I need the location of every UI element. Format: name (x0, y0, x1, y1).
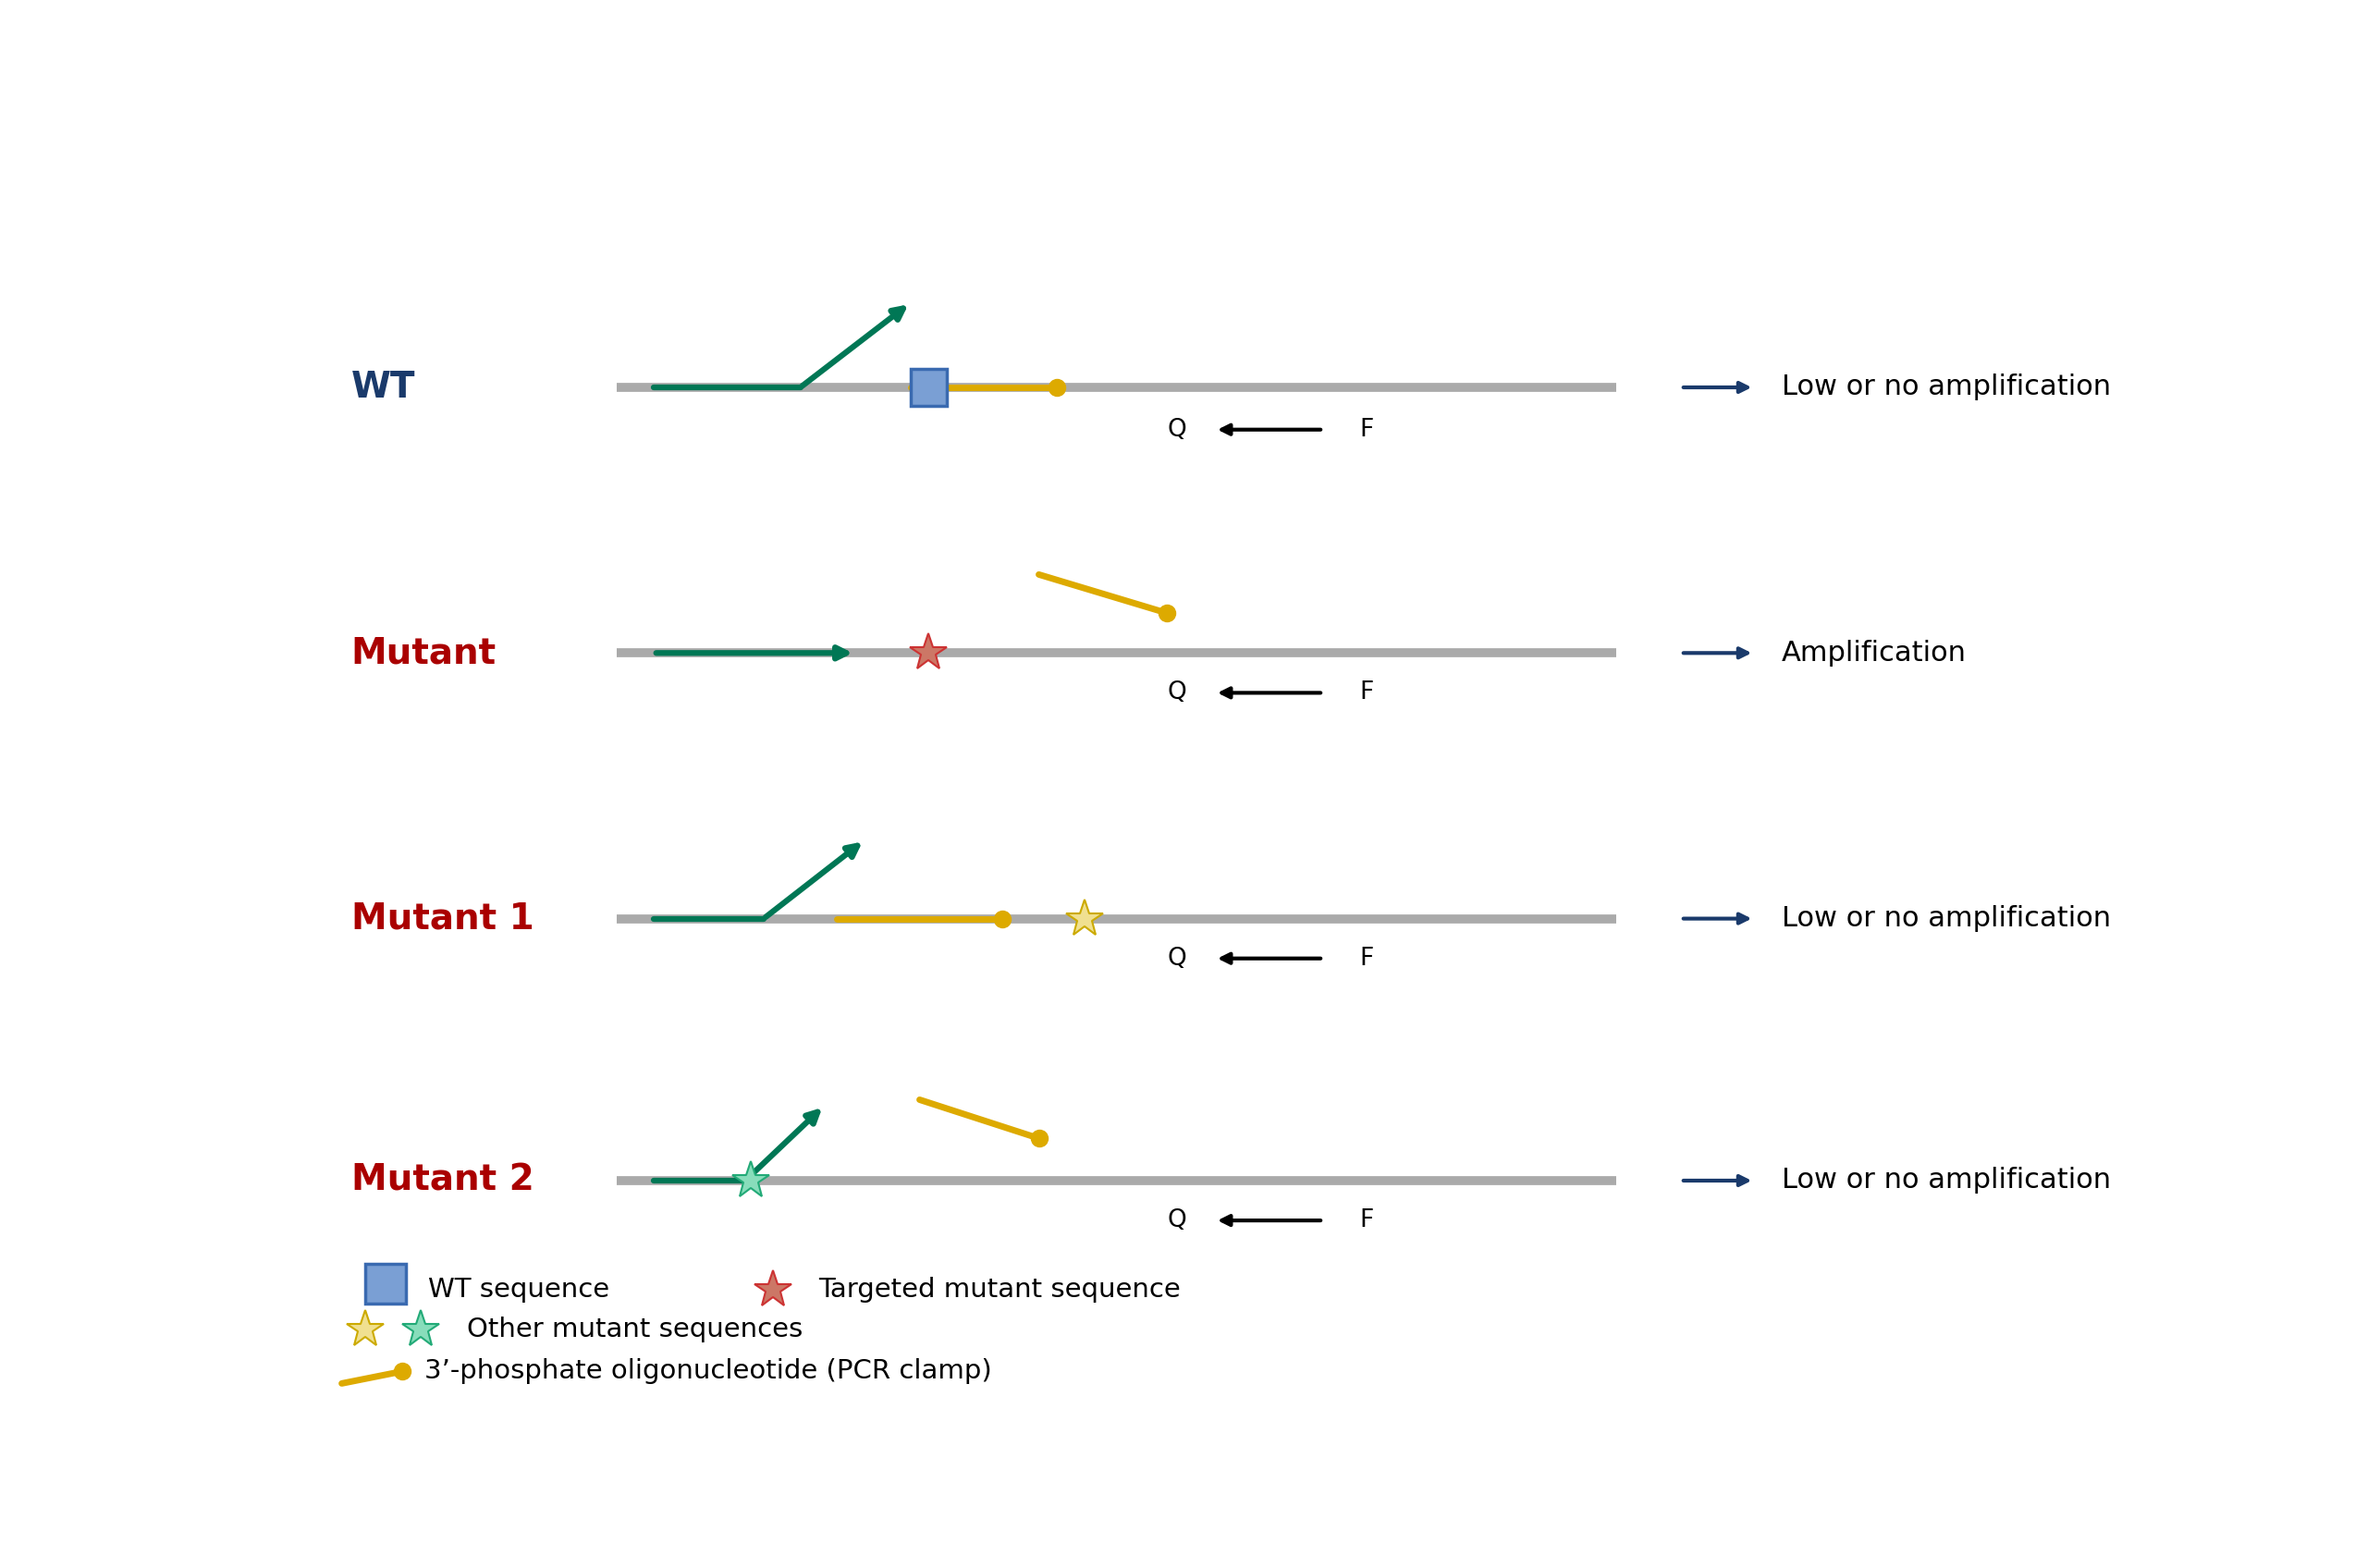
Text: WT sequence: WT sequence (428, 1276, 608, 1301)
Bar (911, 368, 947, 406)
Text: Low or no amplification: Low or no amplification (1782, 1167, 2111, 1193)
Text: Q: Q (1167, 1209, 1186, 1232)
Text: Mutant 2: Mutant 2 (350, 1163, 533, 1198)
Bar (365, 1264, 407, 1303)
Text: Q: Q (1167, 417, 1186, 442)
Text: Q: Q (1167, 947, 1186, 971)
Text: Mutant 1: Mutant 1 (350, 902, 533, 936)
Text: Mutant: Mutant (350, 635, 497, 671)
Text: Low or no amplification: Low or no amplification (1782, 375, 2111, 401)
Text: Q: Q (1167, 681, 1186, 706)
Text: F: F (1359, 417, 1373, 442)
Text: F: F (1359, 681, 1373, 706)
Text: Other mutant sequences: Other mutant sequences (466, 1316, 802, 1342)
Text: Low or no amplification: Low or no amplification (1782, 905, 2111, 931)
Text: F: F (1359, 1209, 1373, 1232)
Text: Targeted mutant sequence: Targeted mutant sequence (819, 1276, 1181, 1301)
Text: WT: WT (350, 370, 414, 405)
Text: Amplification: Amplification (1782, 640, 1967, 666)
Text: 3’-phosphate oligonucleotide (PCR clamp): 3’-phosphate oligonucleotide (PCR clamp) (424, 1358, 992, 1385)
Text: F: F (1359, 947, 1373, 971)
